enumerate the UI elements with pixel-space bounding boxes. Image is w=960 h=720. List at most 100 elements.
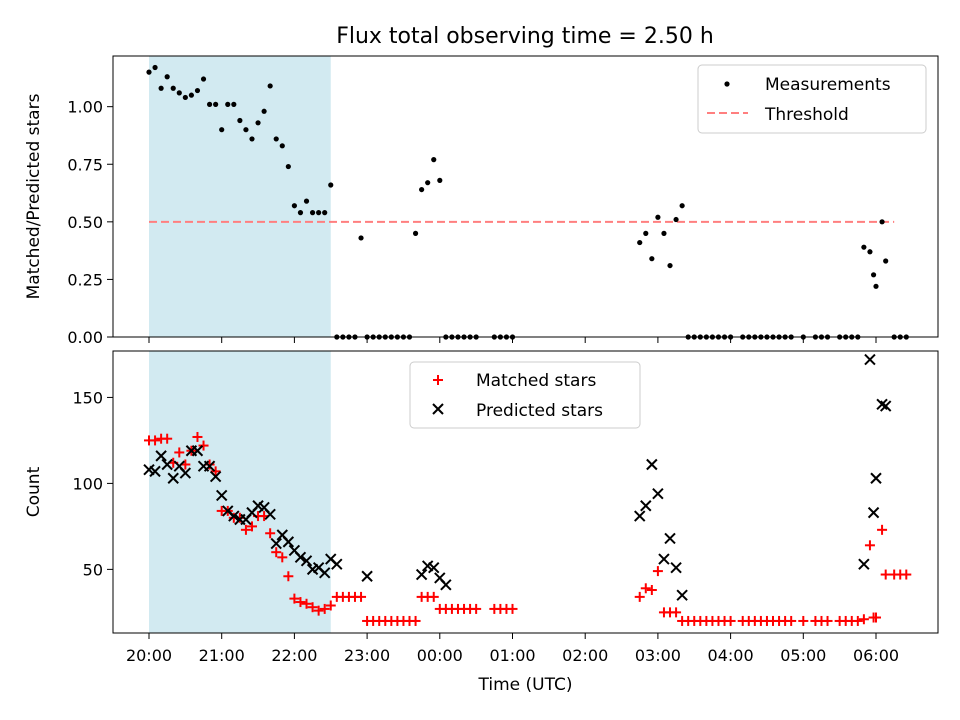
measurement-point [861, 244, 867, 250]
predicted-star-point [209, 470, 222, 483]
predicted-star-point [318, 567, 331, 579]
bottom-legend: Matched stars Predicted stars [409, 361, 641, 429]
measurement-point [879, 219, 885, 225]
predicted-star-point [440, 579, 452, 591]
predicted-star-point [415, 568, 428, 581]
matched-star-point [646, 585, 657, 596]
matched-star-point [265, 528, 276, 539]
predicted-star-point [294, 551, 307, 564]
legend-matched-label: Matched stars [476, 371, 596, 391]
predicted-star-point [658, 553, 670, 565]
predicted-star-point [634, 510, 646, 522]
matched-star-point [858, 614, 869, 625]
y-tick-label: 50 [83, 560, 103, 579]
predicted-marker-b [415, 568, 428, 581]
predicted-marker-b [658, 553, 670, 565]
predicted-marker-b [215, 489, 228, 502]
x-tick-label: 23:00 [344, 646, 390, 665]
top-axes-frame [112, 55, 939, 338]
x-axis-label: Time (UTC) [478, 675, 573, 695]
measurement-point [225, 101, 231, 107]
predicted-marker-b [331, 558, 343, 570]
matched-star-point [198, 440, 209, 451]
matched-star-point [174, 447, 185, 458]
predicted-star-point [149, 465, 161, 478]
predicted-star-point [270, 537, 282, 550]
measurement-point [176, 90, 182, 96]
x-tick-label: 00:00 [417, 646, 463, 665]
predicted-marker-b [312, 561, 325, 574]
predicted-marker-b [325, 553, 337, 565]
x-tick-label: 04:00 [708, 646, 754, 665]
matched-star-point [652, 566, 663, 577]
measurement-point [883, 258, 889, 264]
matched-star-point [725, 615, 736, 626]
y-tick-label: 0.00 [67, 328, 103, 347]
predicted-star-point [167, 472, 179, 484]
predicted-marker-b [264, 508, 276, 521]
measurement-point [655, 214, 661, 220]
predicted-star-point [428, 561, 440, 574]
y-tick-label: 0.25 [67, 270, 103, 289]
measurement-point [431, 157, 437, 163]
predicted-marker-b [879, 400, 892, 412]
x-tick-label: 01:00 [489, 646, 535, 665]
chart-title: Flux total observing time = 2.50 h [336, 24, 714, 49]
measurement-point [267, 83, 273, 89]
predicted-marker-b [143, 463, 155, 476]
top-legend: Measurements Threshold [697, 64, 927, 134]
predicted-star-point [215, 489, 228, 502]
predicted-marker-b [252, 500, 264, 512]
predicted-marker-b [876, 398, 888, 411]
matched-star-point [634, 591, 645, 602]
predicted-marker-b [670, 561, 682, 574]
matched-star-point [313, 605, 324, 616]
matched-star-point [246, 521, 257, 532]
predicted-marker-b [870, 472, 882, 484]
predicted-star-point [879, 400, 892, 412]
shaded-region [149, 56, 331, 337]
matched-star-point [852, 615, 863, 626]
predicted-star-point [646, 458, 658, 471]
predicted-marker-b [228, 510, 240, 522]
predicted-star-point [191, 445, 204, 457]
matched-star-point [295, 597, 306, 608]
x-tick-label: 05:00 [780, 646, 826, 665]
predicted-marker-b [167, 472, 179, 484]
measurement-point [661, 230, 667, 236]
predicted-star-point [300, 555, 313, 567]
predicted-star-point [179, 467, 192, 479]
measurement-point [873, 283, 879, 289]
measurement-point [437, 177, 443, 183]
measurement-point [412, 230, 419, 236]
predicted-marker-b [173, 460, 185, 472]
predicted-star-point [331, 558, 343, 570]
matched-star-point [162, 433, 173, 444]
measurement-point [419, 186, 425, 193]
predicted-star-point [664, 532, 676, 545]
measurement-point [200, 76, 207, 82]
measurement-point [188, 92, 195, 98]
x-tick-label: 21:00 [199, 646, 245, 665]
predicted-marker-b [676, 589, 688, 601]
matched-star-point [640, 583, 651, 594]
predicted-star-point [264, 508, 276, 521]
matched-star-point [271, 547, 282, 558]
y-axis-label: Matched/Predicted stars [24, 93, 44, 299]
measurement-point [182, 94, 188, 101]
matched-star-point [325, 600, 336, 611]
predicted-marker-b [191, 445, 204, 457]
y-tick-label: 0.75 [67, 155, 103, 174]
predicted-marker-b [155, 450, 167, 462]
measurement-point [322, 210, 328, 216]
matched-star-point [192, 431, 203, 442]
predicted-marker-b [867, 506, 880, 519]
predicted-star-point [203, 460, 216, 472]
predicted-marker-b [179, 467, 192, 479]
predicted-marker-b [276, 529, 288, 541]
matched-star-point [240, 524, 251, 535]
matched-star-point [356, 591, 367, 602]
predicted-marker-b [282, 536, 295, 548]
predicted-marker-b [428, 561, 440, 574]
